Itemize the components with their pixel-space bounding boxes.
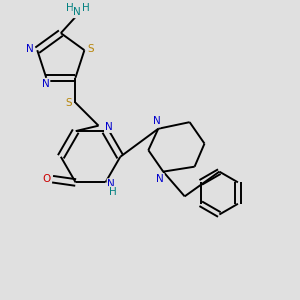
Text: N: N <box>153 116 160 127</box>
Text: N: N <box>42 79 50 89</box>
Text: N: N <box>107 179 115 189</box>
Text: S: S <box>65 98 72 108</box>
Text: N: N <box>156 174 164 184</box>
Text: S: S <box>87 44 94 53</box>
Text: O: O <box>43 174 51 184</box>
Text: H: H <box>109 187 117 197</box>
Text: N: N <box>26 44 34 53</box>
Text: H: H <box>66 3 74 13</box>
Text: N: N <box>74 7 81 17</box>
Text: H: H <box>82 3 89 13</box>
Text: N: N <box>105 122 112 132</box>
